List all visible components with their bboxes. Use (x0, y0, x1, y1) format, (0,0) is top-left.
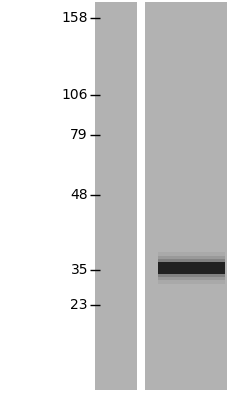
Text: 79: 79 (70, 128, 88, 142)
Bar (157, 252, 224, 284)
Bar (136, 2, 144, 390)
Bar (144, 2, 227, 390)
Text: 48: 48 (70, 188, 88, 202)
Text: 23: 23 (70, 298, 88, 312)
Bar (157, 259, 224, 277)
Bar (157, 256, 224, 280)
Text: 35: 35 (70, 263, 88, 277)
Text: 158: 158 (61, 11, 88, 25)
Bar (95, 2, 136, 390)
Bar (157, 262, 224, 274)
Text: 106: 106 (61, 88, 88, 102)
